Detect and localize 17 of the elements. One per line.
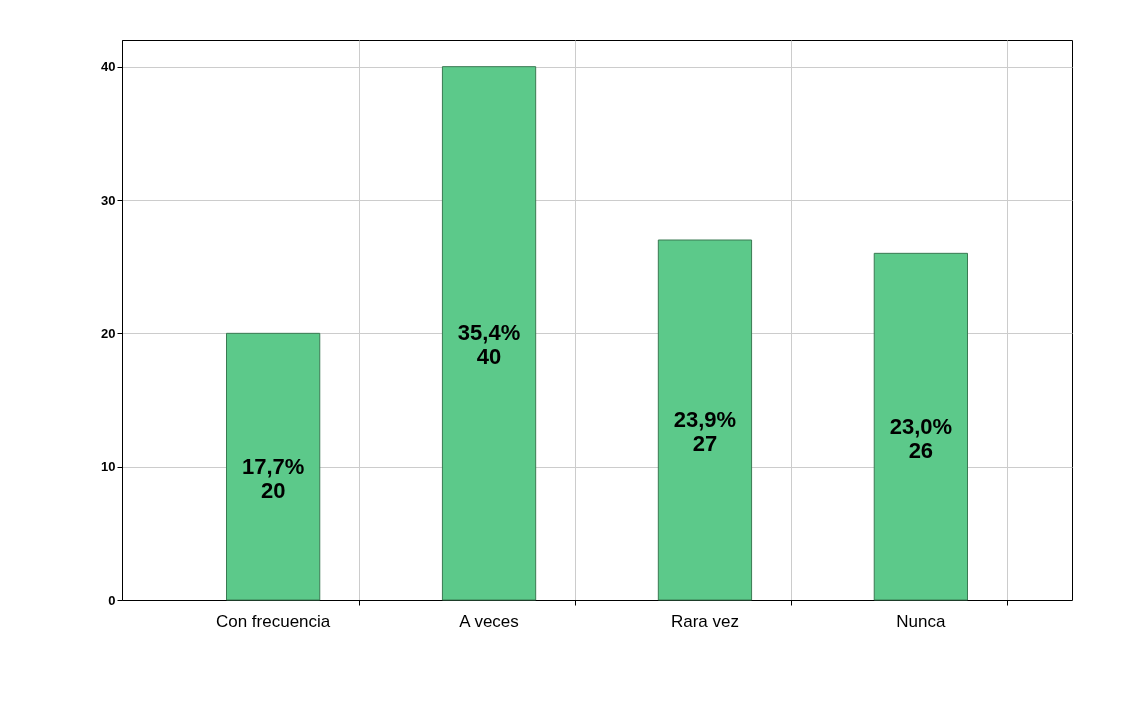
data-label: 23,0% 26 [889,413,953,463]
y-tick-label: 30 [101,192,116,208]
x-tick-label: Con frecuencia [215,611,331,631]
x-tick-label: A veces [459,611,519,631]
data-label: 23,9% 27 [673,407,737,456]
y-tick-label: 10 [101,459,116,475]
x-tick-label: Nunca [896,611,946,631]
y-tick-label: 20 [101,325,116,341]
bar [873,252,968,601]
bar [657,239,753,601]
data-label: 35,4% 40 [457,320,521,370]
bar [226,332,321,601]
bar [441,66,537,601]
data-label: 17,7% 20 [241,453,305,503]
y-tick-label: 40 [101,59,116,75]
y-tick-label: 0 [108,592,116,608]
x-tick-label: Rara vez [670,611,739,631]
